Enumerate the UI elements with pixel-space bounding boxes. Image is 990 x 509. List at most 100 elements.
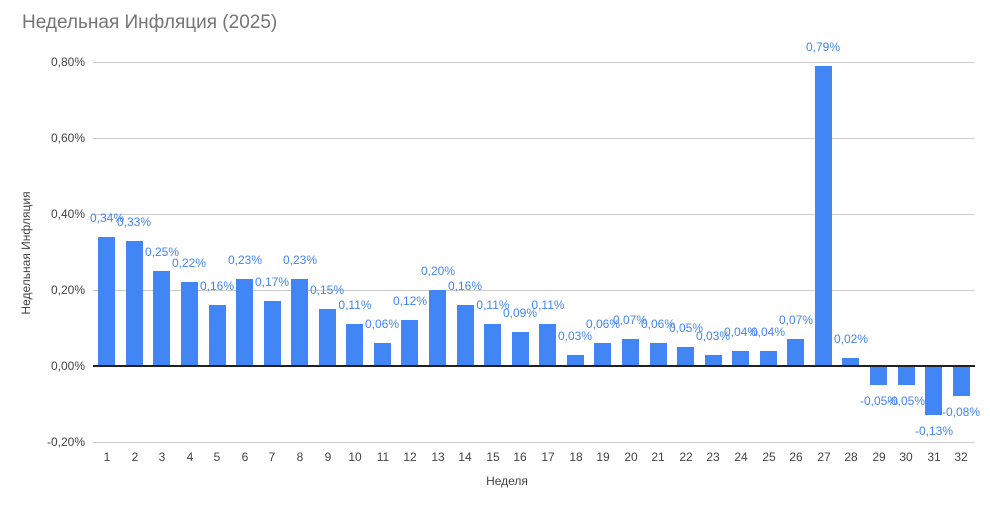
bar-week-20[interactable] [622,339,639,366]
chart-title: Недельная Инфляция (2025) [22,12,278,33]
bar-week-27[interactable] [815,66,832,366]
x-tick-26: 26 [789,450,803,464]
x-tick-3: 3 [158,450,166,464]
bar-label-week-26: 0,07% [778,313,814,327]
x-tick-2: 2 [131,450,139,464]
gridline [93,214,975,215]
x-tick-4: 4 [186,450,194,464]
x-tick-27: 27 [817,450,831,464]
bar-week-12[interactable] [401,320,418,366]
bar-week-24[interactable] [732,351,749,366]
bar-week-25[interactable] [760,351,777,366]
bar-week-23[interactable] [705,355,722,366]
bar-label-week-18: 0,03% [557,329,593,343]
bar-week-1[interactable] [98,237,115,366]
bar-label-week-29: -0,05% [859,394,899,408]
bar-week-28[interactable] [842,358,859,366]
bar-label-week-10: 0,11% [338,298,372,312]
bar-label-week-2: 0,33% [116,215,152,229]
bar-label-week-6: 0,23% [227,253,263,267]
bar-week-17[interactable] [539,324,556,366]
y-tick-label: 0,80% [50,55,85,69]
bar-label-week-9: 0,15% [309,283,345,297]
bar-week-2[interactable] [126,241,143,366]
x-tick-24: 24 [734,450,748,464]
bar-week-10[interactable] [346,324,363,366]
gridline [93,62,975,63]
x-tick-12: 12 [403,450,417,464]
y-tick-label: 0,40% [50,207,85,221]
bar-label-week-28: 0,02% [833,332,869,346]
bar-week-22[interactable] [677,347,694,366]
bar-label-week-23: 0,03% [695,329,731,343]
x-tick-13: 13 [431,450,445,464]
bar-label-week-12: 0,12% [392,294,428,308]
bar-week-13[interactable] [429,290,446,366]
bar-label-week-19: 0,06% [585,317,621,331]
x-tick-29: 29 [872,450,886,464]
y-tick-label: 0,20% [50,283,85,297]
bar-label-week-16: 0,09% [502,306,538,320]
bar-week-7[interactable] [264,301,281,366]
gridline [93,290,975,291]
x-tick-32: 32 [954,450,968,464]
x-tick-20: 20 [624,450,638,464]
bar-label-week-32: -0,08% [941,405,981,419]
bar-week-29[interactable] [870,366,887,385]
bar-week-18[interactable] [567,355,584,366]
bar-week-3[interactable] [153,271,170,366]
y-tick-label: 0,60% [50,131,85,145]
x-tick-22: 22 [679,450,693,464]
x-tick-28: 28 [844,450,858,464]
bar-week-11[interactable] [374,343,391,366]
bar-label-week-24: 0,04% [723,325,759,339]
bar-label-week-15: 0,11% [476,298,510,312]
bar-week-19[interactable] [594,343,611,366]
bar-label-week-4: 0,22% [171,256,207,270]
gridline [93,442,975,443]
x-tick-1: 1 [103,450,111,464]
bar-label-week-20: 0,07% [612,313,648,327]
bar-week-31[interactable] [925,366,942,415]
bar-label-week-25: 0,04% [750,325,786,339]
bar-week-6[interactable] [236,279,253,366]
x-tick-14: 14 [458,450,472,464]
bar-label-week-13: 0,20% [420,264,456,278]
bar-label-week-30: -0,05% [886,394,926,408]
bar-week-9[interactable] [319,309,336,366]
bar-week-30[interactable] [898,366,915,385]
bar-week-21[interactable] [650,343,667,366]
bar-week-14[interactable] [457,305,474,366]
bar-label-week-27: 0,79% [805,40,841,54]
bar-label-week-31: -0,13% [914,424,954,438]
bar-week-15[interactable] [484,324,501,366]
gridline [93,138,975,139]
x-tick-11: 11 [376,450,390,464]
bar-label-week-11: 0,06% [364,317,400,331]
x-tick-9: 9 [324,450,332,464]
x-tick-31: 31 [927,450,941,464]
bar-week-32[interactable] [953,366,970,396]
bar-label-week-22: 0,05% [668,321,704,335]
x-tick-21: 21 [651,450,665,464]
bar-label-week-3: 0,25% [144,245,180,259]
bar-week-16[interactable] [512,332,529,366]
x-tick-7: 7 [268,450,276,464]
bar-week-8[interactable] [291,279,308,366]
x-tick-25: 25 [762,450,776,464]
bar-label-week-1: 0,34% [89,211,125,225]
x-tick-17: 17 [541,450,555,464]
bar-week-4[interactable] [181,282,198,366]
x-axis-title: Неделя [486,474,528,488]
bar-week-26[interactable] [787,339,804,366]
x-tick-10: 10 [348,450,362,464]
zero-baseline [93,365,975,367]
x-tick-6: 6 [241,450,249,464]
bar-label-week-7: 0,17% [254,275,290,289]
bar-label-week-21: 0,06% [640,317,676,331]
x-tick-15: 15 [486,450,500,464]
bar-label-week-5: 0,16% [199,279,235,293]
x-tick-18: 18 [569,450,583,464]
bar-week-5[interactable] [209,305,226,366]
